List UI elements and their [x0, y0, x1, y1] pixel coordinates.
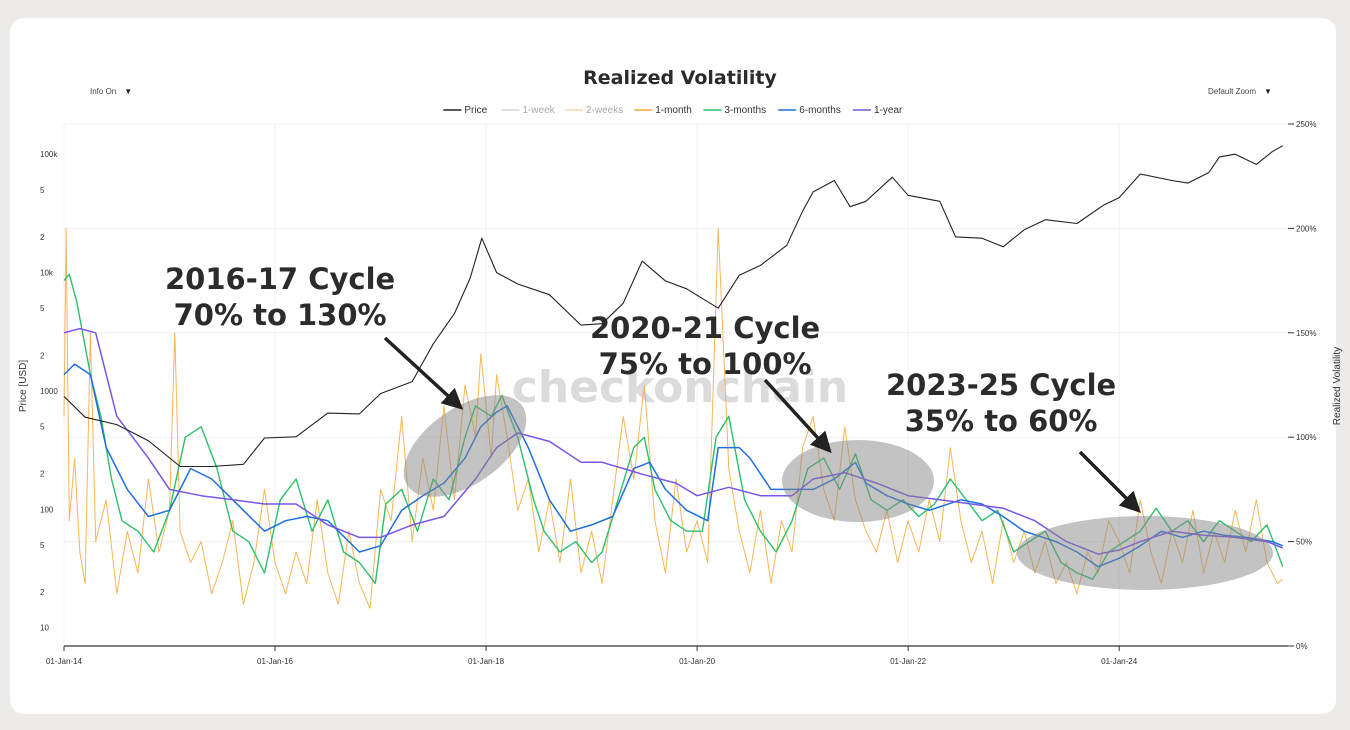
y-left-tick-label: 2 [40, 470, 45, 479]
x-tick-label: 01-Jan-22 [890, 657, 927, 666]
legend-label-6-months: 6-months [799, 105, 841, 116]
legend-label-price: Price [464, 105, 487, 116]
left-axis-label: Price [USD] [18, 360, 29, 412]
legend-label-1-week: 1-week [522, 105, 555, 116]
legend-item-1-year[interactable]: 1-year [853, 105, 903, 116]
annotation-2020-21: 2020-21 Cycle 75% to 100% [590, 310, 820, 382]
legend-label-2-weeks: 2-weeks [586, 105, 623, 116]
legend-item-price[interactable]: Price [443, 105, 488, 116]
annotation-2016-17-range: 70% to 130% [173, 298, 387, 332]
y-left-tick-label: 2 [40, 588, 45, 597]
info-toggle-dropdown[interactable]: Info On ▼ [90, 87, 132, 96]
annotation-2020-21-title: 2020-21 Cycle [590, 311, 821, 345]
y-right-tick-label: 100% [1296, 433, 1316, 442]
y-left-tick-label: 5 [40, 186, 45, 195]
x-tick-label: 01-Jan-20 [679, 657, 716, 666]
legend-label-1-month: 1-month [655, 105, 692, 116]
y-right-tick-label: 50% [1296, 538, 1312, 547]
annotation-2020-21-range: 75% to 100% [598, 347, 812, 381]
cycle-2023-25-ellipse [1017, 516, 1273, 590]
legend-item-3-months[interactable]: 3-months [703, 105, 766, 116]
annotation-2016-17: 2016-17 Cycle 70% to 130% [165, 261, 395, 333]
annotation-2023-25-title: 2023-25 Cycle [886, 368, 1117, 402]
cycle-2016-17-ellipse [403, 395, 527, 497]
info-toggle-label: Info On [90, 87, 117, 96]
legend-item-1-week[interactable]: 1-week [501, 105, 556, 116]
annotation-2023-25: 2023-25 Cycle 35% to 60% [886, 367, 1116, 439]
x-tick-label: 01-Jan-18 [468, 657, 505, 666]
axes: 01-Jan-14 01-Jan-16 01-Jan-18 01-Jan-20 01-J… [40, 120, 1316, 666]
legend-item-2-weeks[interactable]: 2-weeks [565, 105, 623, 116]
annotation-arrows [383, 336, 1141, 513]
x-tick-label: 01-Jan-16 [257, 657, 294, 666]
cycle-highlights [403, 395, 1273, 590]
y-right-tick-label: 150% [1296, 329, 1316, 338]
annotation-2023-25-range: 35% to 60% [904, 404, 1098, 438]
chevron-down-icon: ▼ [124, 87, 133, 96]
zoom-select-label: Default Zoom [1208, 87, 1257, 96]
y-right-tick-label: 200% [1296, 224, 1316, 233]
watermark: checkonchain [512, 362, 848, 413]
zoom-select-dropdown[interactable]: Default Zoom ▼ [1208, 87, 1272, 96]
y-left-tick-label: 1000 [40, 387, 58, 396]
legend-label-3-months: 3-months [724, 105, 766, 116]
y-left-tick-label: 100 [40, 505, 54, 514]
arrow-2020-21 [763, 378, 832, 454]
y-left-tick-label: 100k [40, 150, 58, 159]
y-left-tick-label: 2 [40, 351, 45, 360]
y-left-tick-label: 10 [40, 624, 49, 633]
annotation-2016-17-title: 2016-17 Cycle [165, 262, 396, 296]
y-right-tick-label: 250% [1296, 120, 1316, 129]
legend-item-1-month[interactable]: 1-month [634, 105, 692, 116]
y-right-tick-label: 0% [1296, 642, 1308, 651]
y-left-tick-label: 5 [40, 304, 45, 313]
x-tick-label: 01-Jan-24 [1101, 657, 1138, 666]
legend-label-1-year: 1-year [874, 105, 903, 116]
chart-legend: Price 1-week 2-weeks 1-month 3-months 6-month… [443, 105, 903, 116]
legend-item-6-months[interactable]: 6-months [778, 105, 841, 116]
right-axis-label: Realized Volatility [1332, 347, 1343, 425]
y-left-tick-label: 2 [40, 233, 45, 242]
y-left-tick-label: 10k [40, 269, 54, 278]
chart-title: Realized Volatility [583, 67, 777, 89]
x-tick-label: 01-Jan-14 [46, 657, 83, 666]
chart-card [10, 18, 1336, 714]
series-price-line [63, 145, 1283, 468]
cycle-2020-21-ellipse [782, 440, 934, 522]
y-left-tick-label: 5 [40, 423, 45, 432]
arrow-2016-17 [383, 336, 464, 410]
chevron-down-icon: ▼ [1264, 87, 1272, 96]
y-left-tick-label: 5 [40, 541, 45, 550]
arrow-2023-25 [1078, 450, 1141, 513]
